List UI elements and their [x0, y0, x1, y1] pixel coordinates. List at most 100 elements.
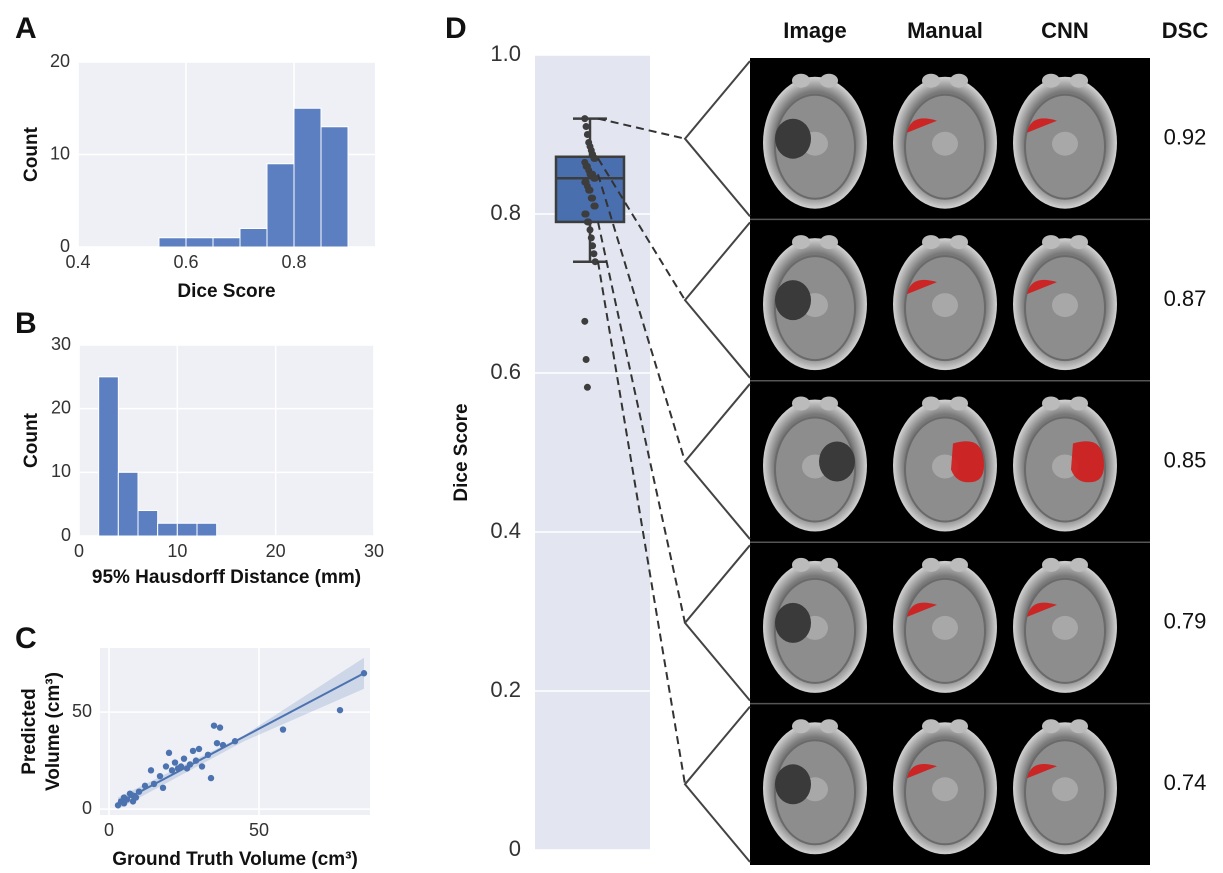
eye	[922, 74, 940, 88]
eye	[1070, 397, 1088, 411]
lesion	[775, 119, 811, 159]
eye	[792, 397, 810, 411]
y-tick-label: 0	[82, 798, 92, 818]
bar	[321, 127, 348, 247]
eye	[1042, 719, 1060, 733]
eye	[950, 719, 968, 733]
y-tick-label: 0	[61, 525, 71, 545]
eye	[792, 74, 810, 88]
point	[588, 234, 595, 241]
x-tick-label: 0.6	[173, 252, 198, 272]
y-tick-label: 0.8	[490, 200, 521, 225]
bar	[197, 523, 217, 536]
point	[181, 755, 187, 761]
point	[172, 759, 178, 765]
callout-bracket	[685, 384, 750, 539]
point	[592, 203, 599, 210]
point	[585, 218, 592, 225]
eye	[1070, 558, 1088, 572]
brainstem	[932, 777, 958, 801]
bar	[118, 472, 138, 536]
point	[584, 384, 591, 391]
lesion	[819, 442, 855, 482]
bar	[177, 523, 197, 536]
point	[157, 773, 163, 779]
x-axis-label: Dice Score	[177, 281, 275, 302]
dsc-value: 0.87	[1164, 286, 1207, 311]
eye	[820, 719, 838, 733]
callout-bracket	[685, 707, 750, 862]
point	[196, 746, 202, 752]
point	[199, 763, 205, 769]
y-axis-label: Dice Score	[451, 403, 472, 501]
y-axis-label: Volume (cm³)	[43, 672, 64, 791]
x-tick-label: 10	[167, 541, 187, 561]
panel-letter: A	[15, 12, 37, 45]
column-header: DSC	[1162, 18, 1209, 43]
y-tick-label: 0.4	[490, 518, 521, 543]
brainstem	[932, 616, 958, 640]
y-tick-label: 30	[51, 334, 71, 354]
panel-letter: D	[445, 12, 467, 45]
point	[583, 211, 590, 218]
eye	[792, 558, 810, 572]
point	[590, 250, 597, 257]
point	[163, 763, 169, 769]
eye	[792, 235, 810, 249]
x-axis-label: Ground Truth Volume (cm³)	[112, 849, 358, 870]
bar	[158, 523, 178, 536]
dsc-value: 0.74	[1164, 770, 1207, 795]
y-tick-label: 10	[50, 143, 70, 163]
eye	[820, 74, 838, 88]
callout-bracket	[685, 61, 750, 216]
column-header: Manual	[907, 18, 983, 43]
dsc-value: 0.85	[1164, 447, 1207, 472]
y-tick-label: 0.2	[490, 677, 521, 702]
eye	[820, 397, 838, 411]
eye	[792, 719, 810, 733]
column-header: CNN	[1041, 18, 1089, 43]
bar	[267, 164, 294, 247]
x-tick-label: 0.4	[65, 252, 90, 272]
point	[211, 722, 217, 728]
eye	[950, 397, 968, 411]
brainstem	[1052, 293, 1078, 317]
figure: A 0 10 20 0.4 0.6 0.8 Count Dice Score B 0 10 20 30 0 1…	[0, 0, 1223, 873]
point	[581, 115, 588, 122]
point	[280, 726, 286, 732]
bar	[240, 229, 267, 248]
point	[166, 750, 172, 756]
y-axis-label: Count	[21, 126, 42, 182]
point	[583, 123, 590, 130]
point	[581, 318, 588, 325]
eye	[1042, 558, 1060, 572]
bar	[294, 108, 321, 247]
bar	[99, 377, 119, 536]
point	[337, 707, 343, 713]
point	[584, 131, 591, 138]
eye	[922, 235, 940, 249]
point	[190, 748, 196, 754]
panel-letter: B	[15, 307, 37, 340]
eye	[950, 558, 968, 572]
y-axis-label: Predicted	[19, 688, 40, 775]
x-tick-label: 0.8	[281, 252, 306, 272]
callout-bracket	[685, 545, 750, 700]
brainstem	[1052, 777, 1078, 801]
eye	[950, 74, 968, 88]
eye	[922, 558, 940, 572]
bar	[138, 511, 158, 536]
y-tick-label: 10	[51, 461, 71, 481]
eye	[1070, 235, 1088, 249]
x-axis-label: 95% Hausdorff Distance (mm)	[92, 567, 361, 588]
brainstem	[1052, 616, 1078, 640]
eye	[922, 719, 940, 733]
eye	[1042, 235, 1060, 249]
brainstem	[1052, 132, 1078, 156]
y-tick-label: 20	[50, 51, 70, 71]
point	[589, 242, 596, 249]
lesion	[775, 280, 811, 320]
x-tick-label: 0	[104, 820, 114, 840]
y-tick-label: 20	[51, 397, 71, 417]
point	[160, 785, 166, 791]
